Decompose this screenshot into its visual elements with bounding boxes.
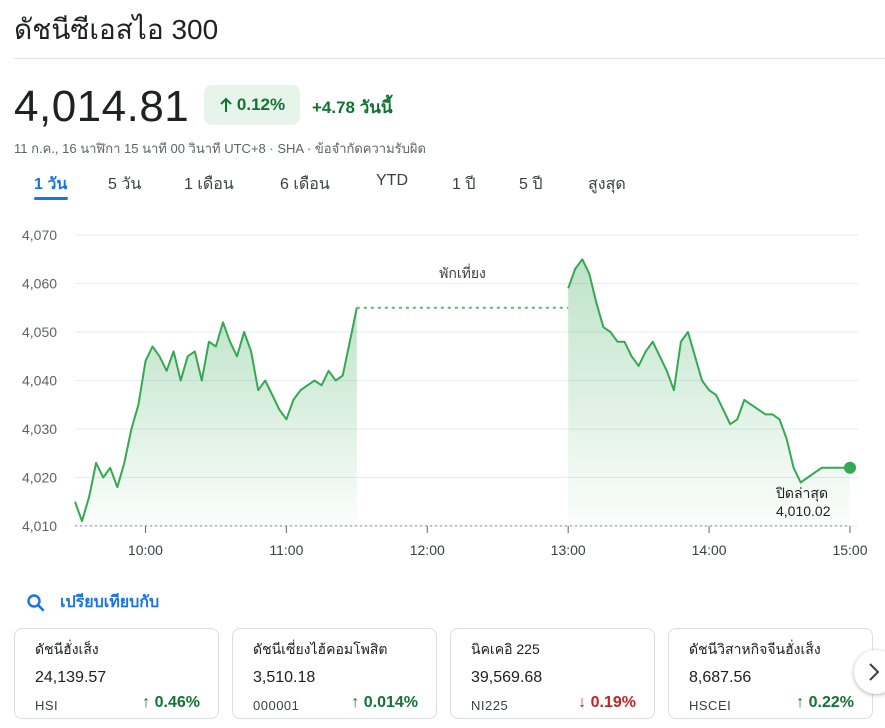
card-symbol: HSCEI xyxy=(689,698,732,713)
card-change: ↓ 0.19% xyxy=(578,694,636,711)
card-value: 8,687.56 xyxy=(689,669,752,686)
change-absolute: +4.78 วันนี้ xyxy=(312,98,393,117)
compare-label: เปรียบเทียบกับ xyxy=(60,594,160,611)
next-cards-button[interactable] xyxy=(854,650,885,694)
x-tick-label: 13:00 xyxy=(551,542,586,558)
series-line-morning xyxy=(74,307,358,523)
tab-5y[interactable]: 5 ปี xyxy=(519,176,543,193)
y-tick-label: 4,070 xyxy=(22,227,57,243)
card-value: 24,139.57 xyxy=(35,669,107,686)
previous-close-label: ปิดล่าสุด xyxy=(776,485,829,502)
card-change: ↑ 0.22% xyxy=(796,694,854,711)
lunch-break-label: พักเที่ยง xyxy=(439,264,486,281)
tab-1d[interactable]: 1 วัน xyxy=(34,176,68,193)
tab-1m[interactable]: 1 เดือน xyxy=(184,176,234,193)
y-tick-label: 4,020 xyxy=(22,470,57,486)
card-name: ดัชนีวิสาหกิจจีนฮั่งเส็ง xyxy=(689,641,821,657)
tab-5d[interactable]: 5 วัน xyxy=(108,176,142,193)
series-area-morning xyxy=(75,307,357,526)
header-divider xyxy=(14,58,885,59)
card-symbol: 000001 xyxy=(253,698,300,713)
x-tick-label: 10:00 xyxy=(128,542,163,558)
compare-card-ni225[interactable]: นิคเคอิ 225 39,569.68 NI225 ↓ 0.19% xyxy=(450,628,655,719)
quote-meta: 11 ก.ค., 16 นาฬิกา 15 นาที 00 วินาที UTC… xyxy=(14,141,426,156)
compare-card-hsi[interactable]: ดัชนีฮั่งเส็ง 24,139.57 HSI ↑ 0.46% xyxy=(14,628,219,719)
x-tick-label: 12:00 xyxy=(410,542,445,558)
card-symbol: HSI xyxy=(35,698,59,713)
card-name: นิคเคอิ 225 xyxy=(471,641,540,657)
card-change: ↑ 0.46% xyxy=(142,694,200,711)
search-icon xyxy=(27,593,45,611)
x-tick-label: 11:00 xyxy=(269,542,303,558)
arrow-up-icon: ↑ xyxy=(351,694,360,711)
tab-ytd[interactable]: YTD xyxy=(376,172,408,189)
series-area-afternoon xyxy=(568,259,850,526)
arrow-up-icon xyxy=(220,97,232,112)
compare-card-sse[interactable]: ดัชนีเซี่ยงไฮ้คอมโพสิต 3,510.18 000001 ↑… xyxy=(232,628,437,719)
card-name: ดัชนีฮั่งเส็ง xyxy=(35,641,99,657)
card-value: 39,569.68 xyxy=(471,669,543,686)
compare-button[interactable]: เปรียบเทียบกับ xyxy=(26,590,159,615)
card-change: ↑ 0.014% xyxy=(351,694,418,711)
y-tick-label: 4,060 xyxy=(22,276,57,292)
series-line-afternoon xyxy=(567,258,850,484)
y-tick-label: 4,050 xyxy=(22,324,57,340)
tab-1y[interactable]: 1 ปี xyxy=(452,176,476,193)
tab-6m[interactable]: 6 เดือน xyxy=(280,176,330,193)
y-tick-label: 4,010 xyxy=(22,518,57,534)
arrow-down-icon: ↓ xyxy=(578,694,587,711)
change-percent-badge: 0.12% xyxy=(204,85,300,125)
last-price-dot xyxy=(844,461,856,474)
chevron-right-icon xyxy=(869,663,880,681)
active-tab-indicator xyxy=(34,197,68,200)
arrow-up-icon: ↑ xyxy=(796,694,805,711)
tab-max[interactable]: สูงสุด xyxy=(588,176,626,193)
y-tick-label: 4,040 xyxy=(22,373,57,389)
y-tick-label: 4,030 xyxy=(22,421,57,437)
card-name: ดัชนีเซี่ยงไฮ้คอมโพสิต xyxy=(253,641,388,657)
card-value: 3,510.18 xyxy=(253,669,316,686)
arrow-up-icon: ↑ xyxy=(142,694,151,711)
compare-card-hscei[interactable]: ดัชนีวิสาหกิจจีนฮั่งเส็ง 8,687.56 HSCEI … xyxy=(668,628,873,719)
price-chart[interactable]: 4,070 4,060 4,050 4,040 4,030 4,020 4,010 10:00… xyxy=(0,215,885,575)
x-tick-label: 15:00 xyxy=(832,542,867,558)
page-title: ดัชนีซีเอสไอ 300 xyxy=(14,14,219,45)
current-price: 4,014.81 xyxy=(14,82,190,131)
x-tick-label: 14:00 xyxy=(692,542,727,558)
previous-close-value: 4,010.02 xyxy=(776,503,831,519)
card-symbol: NI225 xyxy=(471,698,509,713)
change-percent: 0.12% xyxy=(236,95,286,114)
